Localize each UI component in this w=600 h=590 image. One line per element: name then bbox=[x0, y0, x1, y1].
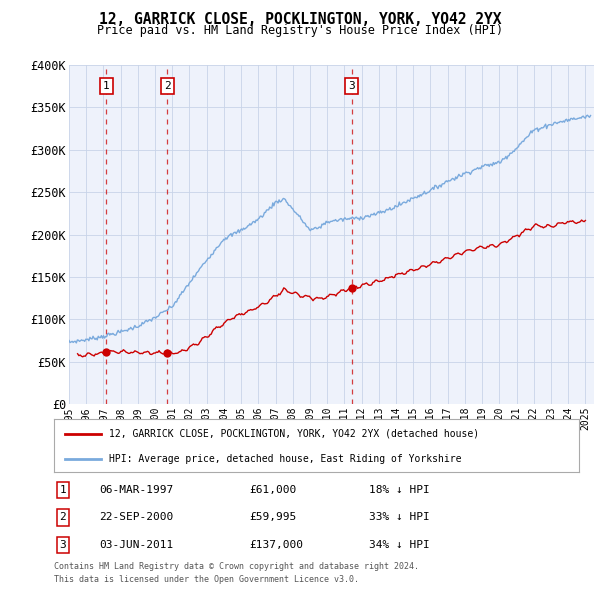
Text: Contains HM Land Registry data © Crown copyright and database right 2024.: Contains HM Land Registry data © Crown c… bbox=[54, 562, 419, 571]
Text: Price paid vs. HM Land Registry's House Price Index (HPI): Price paid vs. HM Land Registry's House … bbox=[97, 24, 503, 37]
Text: £61,000: £61,000 bbox=[249, 485, 296, 494]
Text: 3: 3 bbox=[348, 81, 355, 91]
Text: 2: 2 bbox=[59, 513, 67, 522]
Text: 33% ↓ HPI: 33% ↓ HPI bbox=[369, 513, 430, 522]
Text: This data is licensed under the Open Government Licence v3.0.: This data is licensed under the Open Gov… bbox=[54, 575, 359, 584]
Text: 1: 1 bbox=[59, 485, 67, 494]
Text: 2: 2 bbox=[164, 81, 171, 91]
Text: 34% ↓ HPI: 34% ↓ HPI bbox=[369, 540, 430, 550]
Text: 22-SEP-2000: 22-SEP-2000 bbox=[99, 513, 173, 522]
Text: 18% ↓ HPI: 18% ↓ HPI bbox=[369, 485, 430, 494]
Text: 3: 3 bbox=[59, 540, 67, 550]
Text: £59,995: £59,995 bbox=[249, 513, 296, 522]
Text: 12, GARRICK CLOSE, POCKLINGTON, YORK, YO42 2YX (detached house): 12, GARRICK CLOSE, POCKLINGTON, YORK, YO… bbox=[109, 429, 479, 439]
Text: £137,000: £137,000 bbox=[249, 540, 303, 550]
Text: 03-JUN-2011: 03-JUN-2011 bbox=[99, 540, 173, 550]
Text: 06-MAR-1997: 06-MAR-1997 bbox=[99, 485, 173, 494]
Text: HPI: Average price, detached house, East Riding of Yorkshire: HPI: Average price, detached house, East… bbox=[109, 454, 461, 464]
Text: 1: 1 bbox=[103, 81, 110, 91]
Text: 12, GARRICK CLOSE, POCKLINGTON, YORK, YO42 2YX: 12, GARRICK CLOSE, POCKLINGTON, YORK, YO… bbox=[99, 12, 501, 27]
